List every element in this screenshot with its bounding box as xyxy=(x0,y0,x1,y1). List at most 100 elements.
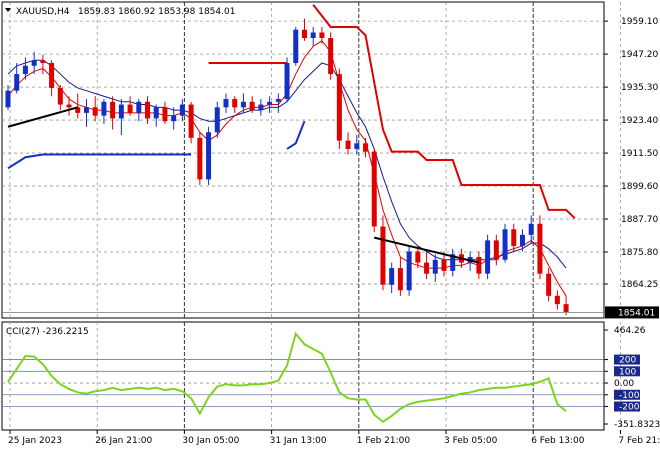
candle xyxy=(57,85,63,111)
candle xyxy=(240,93,246,113)
stop-line xyxy=(286,120,306,150)
candle-body xyxy=(432,259,438,274)
candle xyxy=(31,51,37,75)
price-tick-label: 1899.60 xyxy=(621,182,658,192)
cci-panel-frame xyxy=(1,321,605,431)
candle-body xyxy=(197,137,203,180)
candle-body xyxy=(528,223,534,235)
cci-tick-label: 100 xyxy=(619,367,636,377)
candle-body xyxy=(301,29,307,39)
candle-body xyxy=(546,273,552,296)
candle xyxy=(511,223,517,252)
candle xyxy=(563,295,569,316)
candle-body xyxy=(214,107,220,133)
candle xyxy=(5,85,11,111)
candle-body xyxy=(424,262,430,274)
time-tick-label: 6 Feb 13:00 xyxy=(531,436,585,446)
candle xyxy=(432,254,438,282)
candle xyxy=(232,96,238,113)
candle-body xyxy=(92,107,98,116)
cci-series-line xyxy=(7,331,567,424)
candle xyxy=(188,101,194,144)
candle xyxy=(371,148,377,233)
candle-body xyxy=(284,62,290,100)
collapse-triangle-icon[interactable] xyxy=(5,8,11,12)
candle xyxy=(258,99,264,116)
candle xyxy=(537,215,543,280)
candle-body xyxy=(371,151,377,227)
candle xyxy=(197,132,203,185)
candle xyxy=(441,251,447,277)
candle-body xyxy=(319,32,325,39)
candle-body xyxy=(188,104,194,138)
candle-body xyxy=(49,62,55,88)
candle xyxy=(249,96,255,113)
candle-body xyxy=(171,115,177,122)
candle xyxy=(493,234,499,266)
symbol-label: XAUUSD,H4 xyxy=(16,7,70,17)
candle-body xyxy=(502,229,508,260)
candle xyxy=(145,96,151,124)
candle xyxy=(301,18,307,41)
chart-header: XAUUSD,H4 1859.83 1860.92 1853.98 1854.0… xyxy=(5,7,235,17)
candle xyxy=(336,68,342,149)
price-tick-label: 1947.20 xyxy=(621,50,658,60)
cci-tick-label: 200 xyxy=(619,356,636,366)
time-axis: 25 Jan 2023 26 Jan 21:00 30 Jan 05:00 31 Ja… xyxy=(8,430,660,446)
time-tick-label: 25 Jan 2023 xyxy=(8,436,62,446)
candle xyxy=(110,96,116,130)
candle xyxy=(267,96,273,113)
candle xyxy=(223,93,229,113)
candle-body xyxy=(363,143,369,152)
candle-body xyxy=(450,254,456,271)
candle-body xyxy=(336,74,342,141)
candle xyxy=(546,268,552,302)
trend-lines xyxy=(7,106,480,264)
candle-body xyxy=(537,223,543,274)
candle-body xyxy=(275,99,281,102)
candle-body xyxy=(22,65,28,75)
price-panel-frame xyxy=(1,1,605,319)
candle xyxy=(345,132,351,155)
candle xyxy=(380,215,386,291)
candle-body xyxy=(223,99,229,108)
time-tick-label: 7 Feb 21:00 xyxy=(618,436,660,446)
candle-body xyxy=(267,101,273,105)
price-tick-label: 1911.50 xyxy=(621,149,658,159)
candle-body xyxy=(75,107,81,113)
candle-body xyxy=(563,304,569,313)
candle-body xyxy=(136,101,142,113)
candle xyxy=(40,54,46,75)
candle-body xyxy=(5,90,11,108)
candle xyxy=(66,96,72,116)
candle xyxy=(310,26,316,47)
candle xyxy=(118,99,124,136)
candle-body xyxy=(406,251,412,291)
price-tick-label: 1887.70 xyxy=(621,215,658,225)
cci-indicator-label: CCI(27) -236.2215 xyxy=(6,327,89,337)
ohlc-quote: 1859.83 1860.92 1853.98 1854.01 xyxy=(78,7,235,17)
candle xyxy=(293,26,299,66)
candle xyxy=(75,93,81,119)
candle xyxy=(136,99,142,122)
candle-body xyxy=(328,38,334,75)
cci-tick-label: -200 xyxy=(619,403,640,413)
trend-line xyxy=(374,236,480,264)
candle-body xyxy=(179,104,185,116)
candle xyxy=(92,96,98,122)
cci-level-badge xyxy=(614,366,640,377)
candle xyxy=(179,99,185,122)
stop-line xyxy=(312,4,576,219)
cci-level-badge xyxy=(614,389,640,400)
candle xyxy=(328,32,334,80)
price-tick-label: 1935.30 xyxy=(621,83,658,93)
candle-body xyxy=(485,240,491,274)
candle-body xyxy=(258,104,264,111)
candle-body xyxy=(380,226,386,285)
candle xyxy=(450,248,456,277)
cci-tick-label: 464.26 xyxy=(614,326,646,336)
cci-level-badge xyxy=(614,354,640,365)
candle-body xyxy=(554,295,560,305)
candle xyxy=(171,107,177,130)
